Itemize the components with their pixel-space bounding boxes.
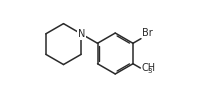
Text: Br: Br	[142, 28, 152, 38]
Text: CH: CH	[141, 63, 155, 73]
Text: N: N	[78, 29, 85, 39]
Text: 3: 3	[147, 68, 152, 74]
